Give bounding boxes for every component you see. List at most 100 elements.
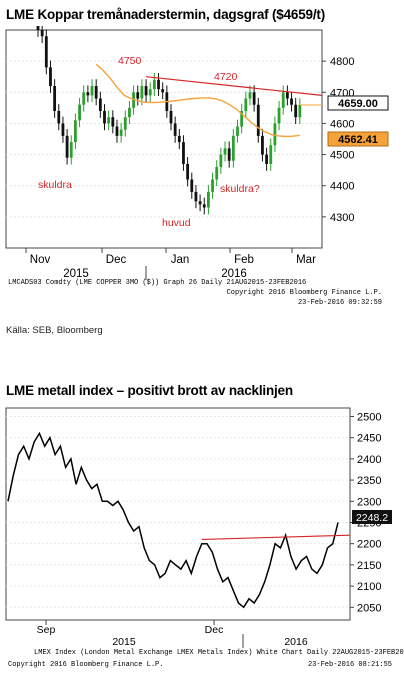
- chart1-last-value-box: [327, 95, 389, 111]
- chart1-candle-body: [269, 145, 273, 164]
- chart1-candle-body: [177, 135, 181, 143]
- chart1-candle-body: [273, 123, 277, 146]
- chart1-x-month-label: Feb: [234, 254, 254, 266]
- chart1-candle-body: [111, 117, 115, 127]
- annotation-4750: 4750: [118, 55, 142, 67]
- chart1-footer-left: LMCADS03 Comdty (LME COPPER 3MO ($)) Gra…: [8, 279, 306, 287]
- annotation-right-shoulder: skuldra?: [220, 183, 260, 195]
- chart1-candle-body: [219, 154, 223, 168]
- chart1-candle-body: [285, 92, 289, 99]
- chart2-y-tick-label: 2400: [357, 454, 381, 466]
- chart1-y-tick-label: 4600: [330, 118, 354, 130]
- chart1-candle-body: [132, 92, 135, 108]
- chart1-y-tick-label: 4300: [330, 212, 354, 224]
- chart2-y-tick-label: 2150: [357, 560, 381, 572]
- chart1-candle-body: [140, 86, 144, 99]
- chart1-candle-body: [231, 135, 235, 161]
- chart1-candle-body: [86, 92, 90, 96]
- chart1-x-month-label: Jan: [171, 254, 190, 266]
- chart2-x-year-label: 2015: [112, 636, 136, 648]
- chart2-x-month-label: Sep: [37, 624, 56, 636]
- chart1-candle-body: [74, 120, 77, 143]
- chart1-candle-body: [78, 104, 81, 121]
- chart1-candle-body: [90, 86, 94, 96]
- chart1-candle-body: [65, 135, 69, 158]
- chart1-resistance-line: [145, 76, 323, 96]
- chart2-y-tick-label: 2050: [357, 602, 381, 614]
- chart1-source: Källa: SEB, Bloomberg: [6, 325, 103, 336]
- chart1-candle-body: [144, 86, 148, 96]
- chart1-candle-body: [123, 117, 127, 130]
- chart2-y-tick-label: 2350: [357, 475, 381, 487]
- chart1-candle-body: [157, 79, 160, 90]
- chart1-candle-body: [256, 104, 260, 136]
- chart1-candle-body: [107, 117, 111, 124]
- chart1-candle-body: [36, 26, 40, 30]
- chart1-candle-body: [128, 107, 131, 118]
- chart2-last-value-box: [352, 510, 392, 524]
- chart1-candle-body: [173, 123, 177, 136]
- annotation-left-shoulder: skuldra: [38, 179, 72, 191]
- chart1-candle-body: [207, 191, 210, 208]
- chart1-candle-body: [294, 104, 298, 118]
- chart1-x-month-label: Mar: [296, 254, 316, 266]
- chart1-candle-body: [281, 92, 285, 108]
- chart1-candle-body: [40, 30, 44, 37]
- chart2-neckline: [201, 534, 351, 541]
- chart1-candle-body: [223, 148, 227, 155]
- chart2-y-tick-label: 2100: [357, 581, 381, 593]
- chart1-candle-body: [298, 105, 302, 118]
- chart1-x-year-label: 2016: [221, 268, 247, 280]
- chart1-candle-body: [236, 126, 239, 136]
- chart1-candle-body: [148, 89, 152, 96]
- chart2-index-line: [7, 431, 339, 609]
- chart1-candle-body: [261, 135, 264, 155]
- chart1-candle-body: [277, 107, 281, 124]
- annotation-head: huvud: [162, 217, 191, 229]
- chart2-footer-copyright: Copyright 2016 Bloomberg Finance L.P.: [8, 661, 163, 669]
- chart1-title: LME Koppar tremånaderstermin, dagsgraf (…: [6, 7, 325, 22]
- chart1-x-year-label: 2015: [63, 268, 89, 280]
- chart1-candle-body: [119, 129, 123, 136]
- lmex-line-chart: 2050210021502200225023002350240024502500…: [5, 407, 404, 669]
- chart1-candle-body: [248, 92, 252, 99]
- chart2-x-year-label: 2016: [284, 636, 308, 648]
- chart2-footer-date: 23-Feb-2016 08:21:55: [308, 661, 392, 669]
- chart1-candle-body: [186, 163, 190, 180]
- chart1-candle-body: [44, 36, 48, 68]
- chart1-plot-area: [5, 29, 323, 249]
- chart2-grid: [6, 415, 350, 608]
- chart1-footer-date: 23-Feb-2016 09:32:59: [298, 299, 382, 307]
- chart1-y-tick-label: 4800: [330, 56, 354, 68]
- chart2-title: LME metall index – positivt brott av nac…: [6, 383, 293, 398]
- chart2-last-value: 2248.2: [356, 512, 388, 524]
- chart1-candle-body: [61, 123, 65, 136]
- chart1-candle-body: [53, 86, 57, 111]
- chart1-candle-body: [169, 110, 173, 124]
- chart1-moving-average-line: [95, 63, 300, 138]
- chart1-candle-body: [244, 98, 248, 111]
- chart2-y-tick-label: 2500: [357, 411, 381, 423]
- chart1-footer-copyright: Copyright 2016 Bloomberg Finance L.P.: [227, 289, 382, 297]
- chart2-x-month-label: Dec: [205, 624, 224, 636]
- chart1-ma-value-box: [327, 131, 389, 147]
- chart2-x-axis: Sep Dec 2015 2016: [37, 620, 308, 648]
- chart1-candle-body: [69, 142, 73, 158]
- chart1-candle-body: [290, 98, 293, 105]
- chart1-candle-body: [190, 179, 194, 192]
- chart1-candle-body: [202, 204, 206, 208]
- chart1-last-value: 4659.00: [338, 98, 378, 110]
- chart1-candle-body: [136, 92, 140, 99]
- chart2-y-tick-label: 2300: [357, 496, 381, 508]
- chart1-candle-body: [82, 92, 86, 105]
- chart1-candle-body: [98, 98, 102, 111]
- annotation-4720: 4720: [214, 71, 238, 83]
- chart1-candle-body: [211, 179, 214, 192]
- chart2-footer-left: LMEX Index (London Metal Exchange LMEX M…: [34, 649, 404, 657]
- chart1-x-month-label: Dec: [106, 254, 127, 266]
- chart1-candle-body: [182, 142, 185, 164]
- chart1-candle-body: [227, 148, 231, 161]
- chart1-candle-body: [194, 191, 198, 202]
- chart1-candle-body: [94, 86, 98, 99]
